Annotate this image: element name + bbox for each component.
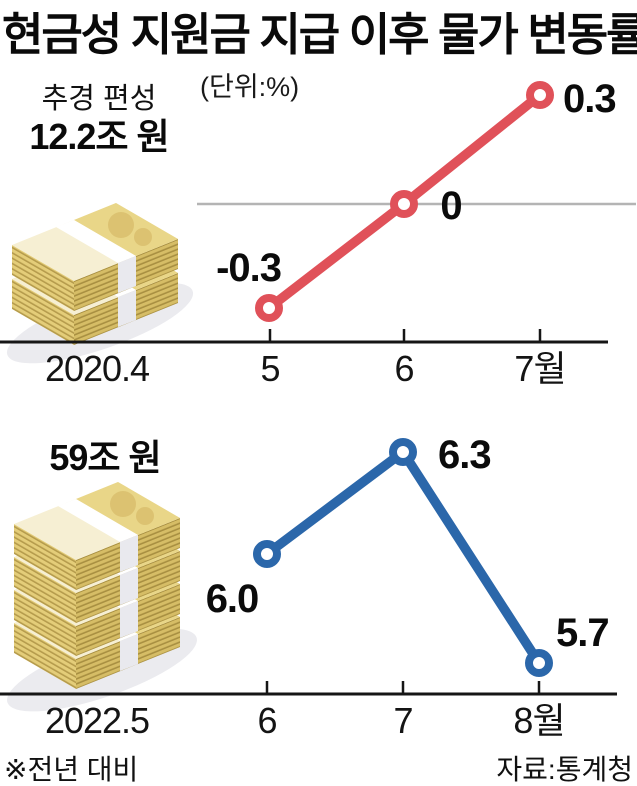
x-label-2022-may: 2022.5 — [45, 700, 149, 741]
budget-label-2020-line1: 추경 편성 — [42, 82, 157, 115]
data-point-2020-june — [390, 190, 418, 218]
x-label-2020-april: 2020.4 — [45, 348, 149, 389]
x-label-2022-august: 8월 — [513, 700, 564, 741]
data-point-2020-july — [526, 81, 554, 109]
chart-2022-supplementary-budget: 59조 원 6.0 6.3 5.7 2022.5 6 7 8월 — [0, 433, 617, 741]
value-label-2022-june: 6.0 — [206, 577, 259, 621]
value-label-2022-august: 5.7 — [556, 611, 609, 655]
x-label-2020-may: 5 — [260, 348, 279, 389]
value-label-2020-may: -0.3 — [216, 246, 281, 290]
budget-label-2020-line2: 12.2조 원 — [29, 116, 168, 157]
x-label-2020-july: 7월 — [514, 348, 565, 389]
data-point-2020-may — [255, 294, 283, 322]
data-point-2022-august — [525, 649, 553, 677]
line-series-2022 — [262, 447, 544, 668]
source-credit: 자료:통계청 — [496, 754, 633, 785]
footnote: ※전년 대비 — [4, 754, 139, 785]
data-point-2022-june — [253, 540, 281, 568]
x-label-2020-june: 6 — [394, 348, 413, 389]
unit-label: (단위:%) — [200, 72, 299, 102]
chart-2020-supplementary-budget: (단위:%) 추경 편성 12.2조 원 -0.3 0 0.3 2020.4 5… — [0, 72, 636, 389]
money-stack-illustration-large — [7, 482, 197, 712]
value-label-2020-july: 0.3 — [563, 77, 616, 121]
value-label-2022-july: 6.3 — [438, 433, 491, 477]
budget-label-2022: 59조 원 — [49, 437, 160, 478]
x-label-2022-july: 7 — [393, 700, 412, 741]
data-point-2022-july — [389, 438, 417, 466]
value-label-2020-june: 0 — [440, 184, 461, 228]
page-title: 현금성 지원금 지급 이후 물가 변동률 — [2, 9, 637, 60]
x-label-2022-june: 6 — [257, 700, 276, 741]
